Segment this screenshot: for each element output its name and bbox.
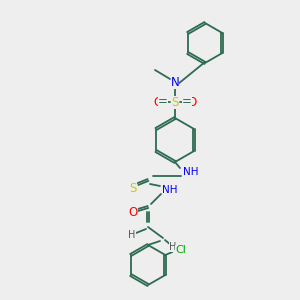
Text: S: S bbox=[171, 95, 179, 109]
Text: NH: NH bbox=[183, 167, 199, 177]
Text: N: N bbox=[171, 76, 179, 88]
Text: H: H bbox=[169, 242, 177, 252]
Text: NH: NH bbox=[162, 185, 178, 195]
Text: =: = bbox=[182, 95, 192, 109]
Text: Cl: Cl bbox=[175, 245, 186, 255]
Text: O: O bbox=[153, 95, 163, 109]
Text: =: = bbox=[158, 95, 168, 109]
Text: O: O bbox=[188, 95, 196, 109]
Text: O: O bbox=[128, 206, 138, 220]
Text: H: H bbox=[128, 230, 136, 240]
Text: S: S bbox=[129, 182, 137, 194]
